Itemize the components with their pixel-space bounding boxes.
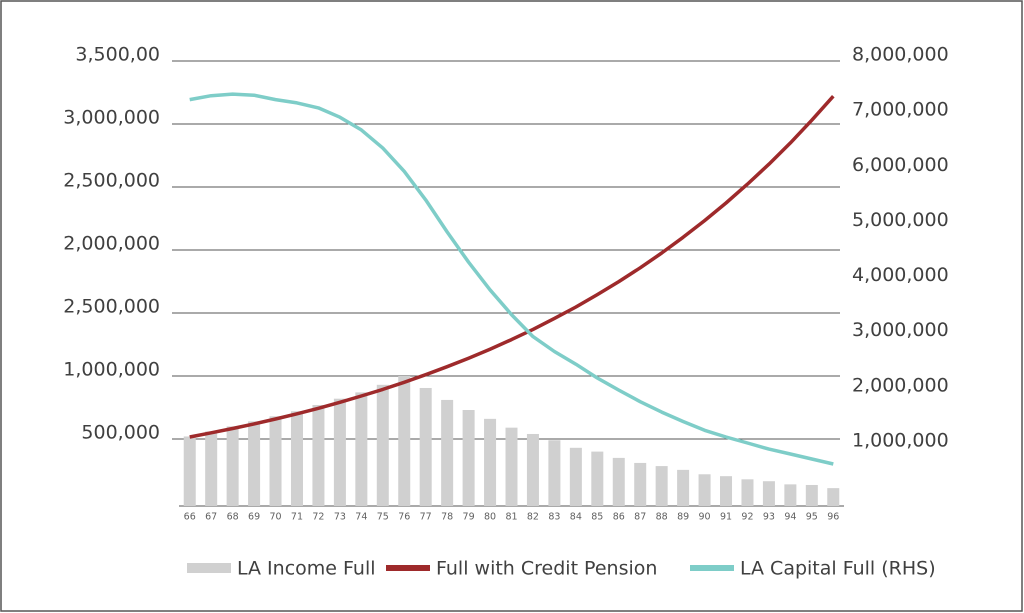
x-tick-label: 82 (527, 512, 539, 523)
x-tick-label: 84 (570, 512, 582, 523)
x-tick-label: 96 (827, 512, 839, 523)
x-tick-label: 69 (248, 512, 260, 523)
bar (290, 411, 303, 506)
legend-label: LA Capital Full (RHS) (740, 558, 936, 580)
x-tick-label: 68 (227, 512, 239, 523)
y-tick-label: 2,000,000 (63, 233, 160, 255)
y2-tick-label: 6,000,000 (852, 154, 949, 176)
y2-tick-label: 7,000,000 (852, 99, 949, 121)
x-tick-label: 67 (205, 512, 217, 523)
x-tick-label: 85 (591, 512, 603, 523)
bar (741, 479, 754, 506)
legend-label: LA Income Full (237, 558, 376, 580)
x-tick-label: 72 (312, 512, 324, 523)
y2-tick-label: 2,000,000 (852, 374, 949, 396)
line-series (189, 92, 834, 466)
bar (484, 418, 497, 506)
bar (698, 474, 711, 506)
x-tick-label: 73 (334, 512, 346, 523)
bar (634, 462, 647, 506)
bar (784, 484, 797, 506)
x-tick-label: 81 (505, 512, 517, 523)
bar (419, 387, 432, 506)
bar (569, 447, 582, 506)
bar (205, 431, 218, 506)
y-tick-label: 3,000,000 (63, 107, 160, 129)
y-tick-label: 1,000,000 (63, 359, 160, 381)
x-tick-label: 95 (806, 512, 818, 523)
x-tick-label: 88 (656, 512, 668, 523)
bar (376, 384, 389, 506)
bar (505, 427, 518, 506)
x-tick-label: 83 (548, 512, 560, 523)
x-tick-label: 66 (184, 512, 196, 523)
bar (226, 426, 239, 506)
y2-tick-label: 3,000,000 (852, 319, 949, 341)
x-tick-label: 90 (699, 512, 711, 523)
x-tick-label: 75 (377, 512, 389, 523)
x-tick-label: 76 (398, 512, 410, 523)
x-tick-label: 74 (355, 512, 367, 523)
x-tick-label: 78 (441, 512, 453, 523)
x-tick-label: 80 (484, 512, 496, 523)
bar (720, 476, 733, 506)
bar (612, 457, 625, 506)
bar (462, 410, 475, 506)
bar (183, 436, 196, 506)
bar (333, 398, 346, 506)
legend-swatch (690, 565, 734, 571)
bar (548, 440, 561, 506)
legend-label: Full with Credit Pension (436, 558, 657, 580)
x-tick-label: 86 (613, 512, 625, 523)
y-tick-label: 2,500,000 (63, 170, 160, 192)
x-tick-label: 79 (463, 512, 475, 523)
x-tick-label: 91 (720, 512, 732, 523)
y2-tick-label: 1,000,000 (852, 429, 949, 451)
bar (269, 416, 282, 506)
bar (312, 404, 325, 506)
bar (526, 433, 539, 506)
x-tick-label: 87 (634, 512, 646, 523)
bar (677, 469, 690, 506)
bar (248, 421, 261, 506)
bar (827, 488, 840, 506)
bar (591, 451, 604, 506)
x-tick-label: 70 (269, 512, 281, 523)
bar (441, 399, 454, 506)
legend-swatch (386, 565, 430, 571)
y2-tick-label: 5,000,000 (852, 209, 949, 231)
x-tick-label: 92 (741, 512, 753, 523)
bar (398, 376, 411, 506)
bar (805, 484, 818, 506)
x-tick-label: 94 (784, 512, 796, 523)
y-tick-label: 500,000 (81, 422, 160, 444)
legend-swatch (187, 563, 231, 573)
x-tick-label: 77 (420, 512, 432, 523)
y2-tick-label: 4,000,000 (852, 264, 949, 286)
line-series (189, 95, 835, 439)
x-tick-label: 93 (763, 512, 775, 523)
bar (762, 481, 775, 506)
bar (655, 466, 668, 506)
y-tick-label: 2,500,000 (63, 296, 160, 318)
bar (355, 392, 368, 506)
x-tick-label: 71 (291, 512, 303, 523)
y-tick-label: 3,500,00 (75, 44, 160, 66)
x-tick-label: 89 (677, 512, 689, 523)
y2-tick-label: 8,000,000 (852, 44, 949, 66)
